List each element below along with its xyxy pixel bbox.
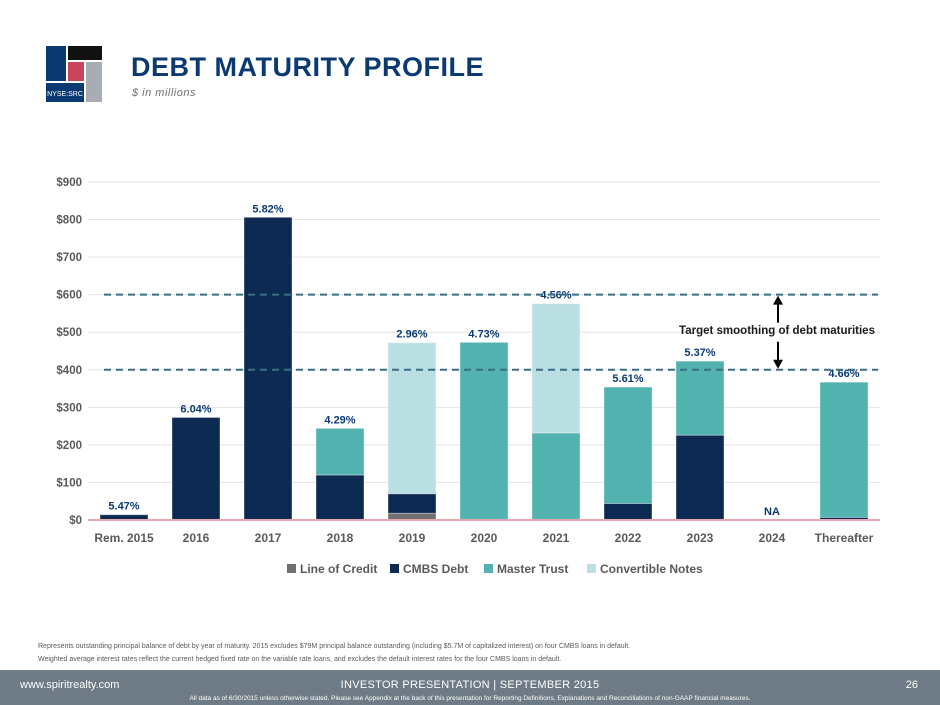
bar-segment [531, 432, 581, 521]
y-tick-label: $600 [56, 290, 82, 302]
logo-text: NYSE:SRC [47, 91, 83, 98]
page-title: DEBT MATURITY PROFILE [131, 52, 484, 82]
y-tick-label: $500 [56, 327, 82, 339]
rate-label: 5.82% [252, 203, 283, 215]
bar-segment [819, 381, 869, 518]
rate-label: 2.96% [396, 329, 427, 341]
rate-label: 5.37% [684, 347, 715, 359]
legend-label: Line of Credit [300, 562, 377, 576]
x-tick-label: 2019 [399, 531, 426, 545]
bar-segment [387, 342, 437, 495]
y-tick-label: $300 [56, 402, 82, 414]
page-number: 26 [905, 679, 918, 691]
legend-swatch [587, 564, 596, 573]
footer-url[interactable]: www.spiritrealty.com [20, 679, 120, 691]
x-tick-label: 2023 [687, 531, 714, 545]
bar-segment [459, 341, 509, 521]
legend-swatch [287, 564, 296, 573]
arrow-down-icon [773, 359, 783, 369]
x-tick-label: 2021 [543, 531, 570, 545]
bar-segment [315, 474, 365, 521]
legend-label: Convertible Notes [600, 562, 703, 576]
legend-swatch [390, 564, 399, 573]
rate-label: 4.56% [540, 290, 571, 302]
page-subtitle: $ in millions [132, 87, 196, 99]
x-tick-label: 2017 [255, 531, 282, 545]
bar-segment [171, 416, 221, 521]
y-tick-label: $900 [56, 177, 82, 189]
footer-disclaimer: All data as of 6/30/2015 unless otherwis… [189, 695, 751, 702]
rate-label: 5.61% [612, 373, 643, 385]
bar-segment [243, 216, 293, 521]
y-tick-label: $700 [56, 252, 82, 264]
footnote-2: Weighted average interest rates reflect … [38, 656, 562, 663]
x-tick-label: 2022 [615, 531, 642, 545]
footnote-1: Represents outstanding principal balance… [38, 643, 631, 650]
y-tick-label: $800 [56, 215, 82, 227]
x-tick-label: Thereafter [815, 531, 874, 545]
bar-segment [531, 303, 581, 434]
footer-title: INVESTOR PRESENTATION | SEPTEMBER 2015 [340, 679, 600, 691]
bar-segment [387, 493, 437, 514]
arrow-up-icon [773, 295, 783, 305]
legend-swatch [484, 564, 493, 573]
rate-label: 4.29% [324, 414, 355, 426]
legend-label: CMBS Debt [403, 562, 468, 576]
rate-label: NA [764, 506, 780, 518]
bar-segment [675, 360, 725, 436]
spirit-logo: NYSE:SRC [46, 46, 102, 102]
x-tick-label: 2016 [183, 531, 210, 545]
y-tick-label: $400 [56, 365, 82, 377]
x-tick-label: 2024 [759, 531, 786, 545]
rate-label: 5.47% [108, 501, 139, 513]
y-tick-label: $0 [69, 515, 82, 527]
bar-segment [603, 502, 653, 521]
legend-label: Master Trust [497, 562, 568, 576]
bar-segment [603, 386, 653, 504]
debt-maturity-chart: $0 $100 $200 $300 $400 $500 $600 $700 $800 $900 5.… [56, 177, 880, 576]
x-tick-label: Rem. 2015 [94, 531, 154, 545]
y-tick-label: $100 [56, 477, 82, 489]
x-tick-label: 2020 [471, 531, 498, 545]
rate-label: 6.04% [180, 403, 211, 415]
rate-label: 4.73% [468, 328, 499, 340]
bar-segment [387, 512, 437, 521]
footer-bar: www.spiritrealty.com INVESTOR PRESENTATI… [0, 670, 940, 705]
rate-label: 4.66% [828, 368, 859, 380]
bar-segment [315, 427, 365, 476]
x-tick-label: 2018 [327, 531, 354, 545]
y-tick-label: $200 [56, 440, 82, 452]
annotation-text: Target smoothing of debt maturities [679, 325, 875, 337]
bar-segment [675, 434, 725, 521]
